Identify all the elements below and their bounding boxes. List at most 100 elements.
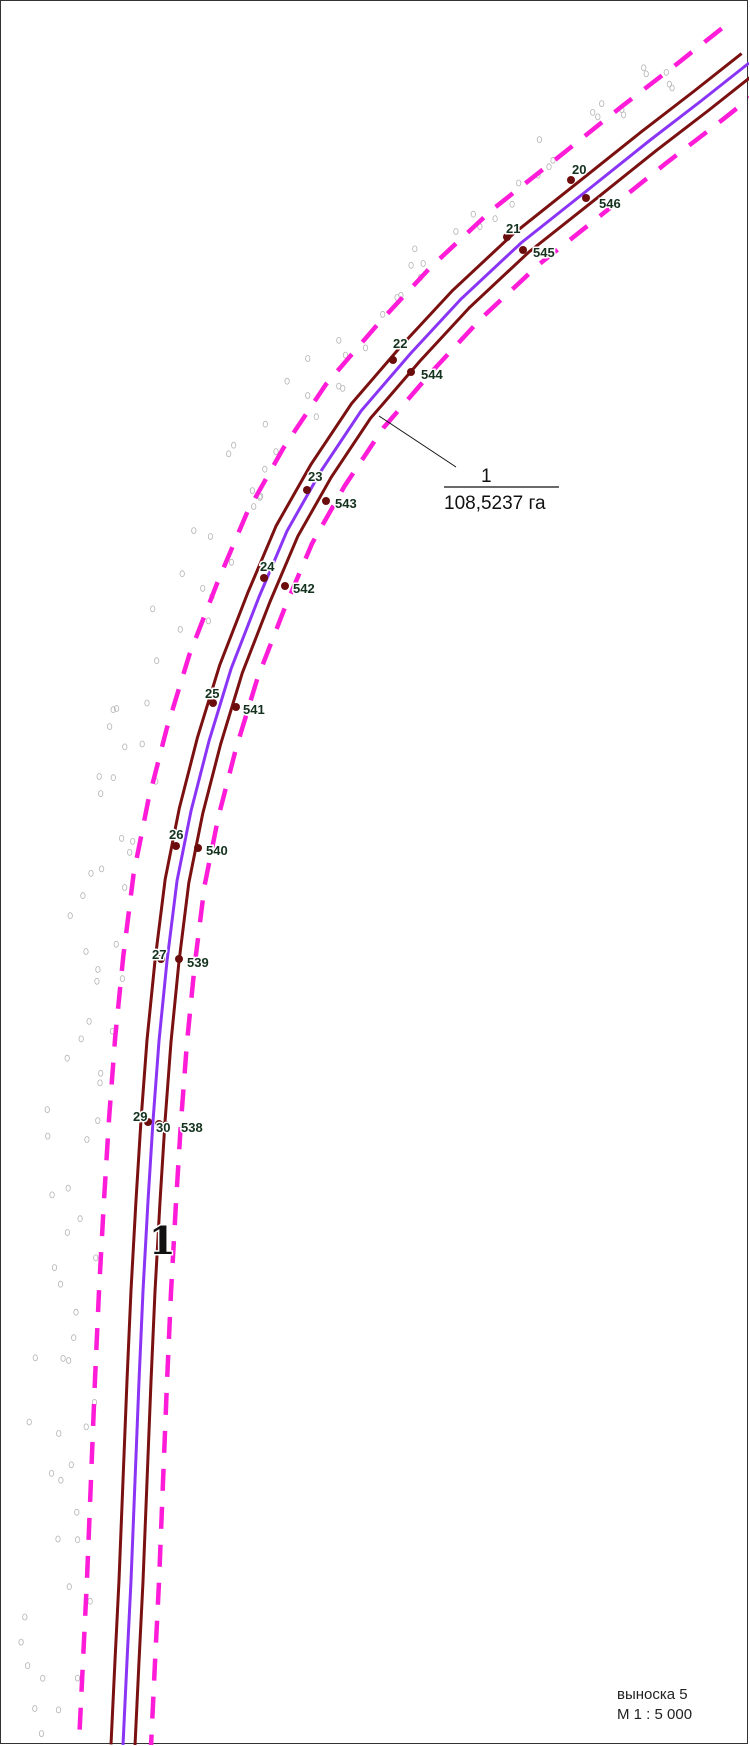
relief-mark [305, 355, 311, 362]
relief-mark [40, 1674, 46, 1682]
relief-layer [18, 64, 675, 1737]
inner-boundary-point-label: 540 [206, 843, 228, 858]
relief-mark [96, 773, 102, 780]
relief-mark [179, 570, 185, 578]
relief-mark [412, 245, 418, 253]
relief-mark [32, 1705, 38, 1712]
relief-mark [95, 966, 101, 973]
relief-mark [336, 336, 342, 344]
relief-mark [67, 912, 73, 920]
relief-mark [590, 109, 596, 116]
relief-mark [284, 377, 290, 385]
inner-boundary-point-label: 539 [187, 955, 209, 970]
relief-mark [453, 228, 459, 235]
center-point-label: 30 [156, 1120, 170, 1135]
relief-mark [93, 1254, 99, 1262]
relief-mark [97, 1079, 103, 1087]
relief-mark [49, 1191, 55, 1199]
inner-boundary-point-marker [194, 844, 202, 852]
relief-mark [305, 392, 311, 399]
relief-mark [98, 790, 104, 797]
relief-mark [71, 1334, 77, 1342]
outer-boundary-point-marker [172, 842, 180, 850]
relief-mark [113, 940, 119, 948]
relief-mark [84, 1136, 90, 1143]
relief-mark [68, 1461, 74, 1469]
outer-boundary-point-marker [260, 574, 268, 582]
relief-mark [205, 617, 211, 625]
inner-boundary-point-label: 538 [181, 1120, 203, 1135]
inner-boundary-point-marker [407, 368, 415, 376]
relief-mark [273, 448, 279, 456]
relief-mark [107, 723, 113, 730]
relief-mark [669, 84, 675, 92]
outer-boundary-point-label: 24 [260, 559, 275, 574]
outer-boundary-point-marker [144, 1118, 152, 1126]
outer-boundary-point-marker [503, 233, 511, 241]
outer-boundary-point-marker [567, 176, 575, 184]
relief-mark [55, 1706, 62, 1714]
relief-mark [48, 1470, 55, 1477]
relief-mark [94, 977, 100, 985]
parcel-map-number: 1 [149, 1218, 175, 1263]
relief-mark [58, 1476, 64, 1484]
relief-mark [86, 1018, 92, 1025]
relief-mark [99, 865, 105, 873]
relief-mark [66, 1357, 72, 1364]
map-caption: выноска 5 М 1 : 5 000 [617, 1685, 692, 1725]
relief-mark [78, 1035, 84, 1043]
relief-mark [64, 1054, 70, 1062]
relief-mark [599, 100, 605, 107]
outer-boundary-point-label: 26 [169, 827, 183, 842]
relief-mark [191, 527, 197, 534]
relief-mark [643, 70, 649, 78]
relief-mark [666, 80, 673, 88]
outer-boundary-point-label: 20 [572, 162, 586, 177]
relief-mark [139, 740, 145, 748]
relief-mark [114, 705, 120, 712]
relief-mark [18, 1638, 24, 1646]
relief-mark [83, 1423, 89, 1431]
relief-mark [226, 450, 232, 458]
parcel-number-label: 1 [481, 466, 492, 487]
inner-boundary-point-label: 546 [599, 196, 621, 211]
relief-mark [641, 64, 647, 72]
relief-mark [80, 892, 86, 900]
relief-mark [595, 113, 601, 121]
outer-boundary-point-marker [389, 356, 397, 364]
relief-mark [66, 1583, 72, 1591]
relief-mark [83, 948, 89, 955]
relief-mark [546, 163, 552, 171]
relief-mark [536, 136, 543, 144]
relief-mark [38, 1730, 45, 1737]
relief-mark [44, 1106, 50, 1113]
inner-boundary-point-marker [582, 194, 590, 202]
relief-mark [509, 200, 515, 208]
relief-mark [122, 743, 128, 751]
relief-mark [65, 1184, 71, 1192]
buffer-zone-right-dashed [148, 95, 749, 1745]
relief-mark [492, 215, 498, 223]
inner-boundary-point-marker [162, 1121, 170, 1129]
relief-mark [262, 420, 268, 428]
outer-boundary-point-label: 23 [308, 469, 322, 484]
relief-mark [200, 585, 206, 592]
parcel-boundary-right [133, 76, 749, 1745]
relief-mark [251, 503, 257, 510]
inner-boundary-point-label: 541 [243, 702, 265, 717]
inner-boundary-point-label: 543 [335, 496, 357, 511]
relief-mark [51, 1264, 58, 1271]
inner-boundary-point-marker [232, 703, 240, 711]
callout-caption: выноска 5 [617, 1686, 688, 1703]
relief-mark [408, 261, 414, 269]
inner-boundary-point-label: 545 [533, 245, 555, 260]
relief-mark [55, 1535, 61, 1543]
relief-mark [22, 1613, 28, 1621]
relief-mark [95, 1117, 101, 1124]
relief-mark [74, 1674, 81, 1682]
outer-boundary-point-marker [209, 699, 217, 707]
road-centerline [121, 61, 749, 1745]
parcel-area-label: 108,5237 га [444, 493, 546, 514]
relief-mark [663, 69, 669, 76]
